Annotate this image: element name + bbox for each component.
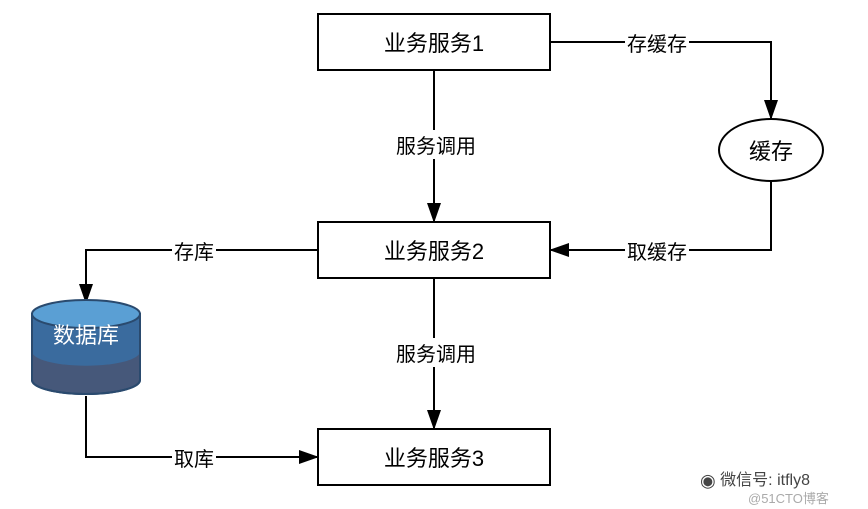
node-svc1-label: 业务服务1 [384,26,484,58]
node-cache: 缓存 [718,118,824,182]
node-svc2-label: 业务服务2 [384,234,484,266]
edge-label-db-svc3: 取库 [172,443,216,472]
edge-label-svc1-svc2: 服务调用 [394,130,478,159]
edge-label-svc2-db: 存库 [172,236,216,265]
wechat-icon: ◉ [700,470,716,490]
node-svc3-label: 业务服务3 [384,441,484,473]
node-svc3: 业务服务3 [317,428,551,486]
edge-label-svc2-svc3: 服务调用 [394,338,478,367]
edge-label-svc1-cache: 存缓存 [625,28,689,57]
edge-label-cache-svc2: 取缓存 [625,236,689,265]
watermark-line2: @51CTO博客 [748,488,829,507]
node-svc1: 业务服务1 [317,13,551,71]
node-svc2: 业务服务2 [317,221,551,279]
node-db-label: 数据库 [32,310,140,357]
node-cache-label: 缓存 [749,134,793,166]
